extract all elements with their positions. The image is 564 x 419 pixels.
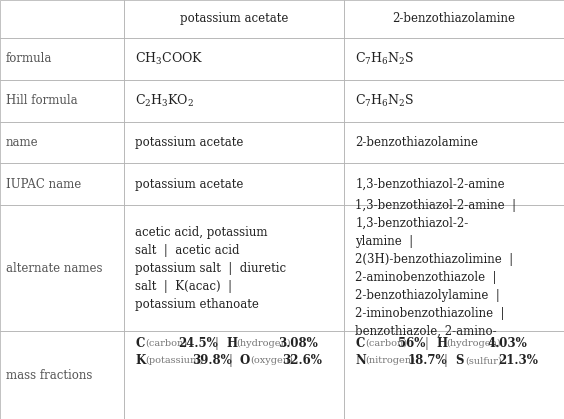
- Bar: [0, 205, 124, 331]
- Text: (nitrogen): (nitrogen): [365, 357, 415, 365]
- Text: acetic acid, potassium
salt  |  acetic acid
potassium salt  |  diuretic
salt  | : acetic acid, potassium salt | acetic aci…: [135, 226, 287, 310]
- Text: 56%: 56%: [398, 337, 426, 350]
- Text: H: H: [436, 337, 447, 350]
- Text: name: name: [6, 136, 38, 149]
- Text: IUPAC name: IUPAC name: [6, 178, 81, 191]
- Text: 3.08%: 3.08%: [278, 337, 318, 350]
- Text: C: C: [135, 337, 145, 350]
- Text: 1,3-benzothiazol-2-amine: 1,3-benzothiazol-2-amine: [355, 178, 505, 191]
- Text: (hydrogen): (hydrogen): [446, 339, 501, 348]
- Text: (carbon): (carbon): [146, 339, 188, 348]
- Bar: [124, 331, 344, 419]
- Text: Hill formula: Hill formula: [6, 94, 77, 107]
- Bar: [0, 331, 124, 419]
- Bar: [124, 0, 344, 38]
- Bar: [0, 163, 124, 205]
- Bar: [124, 122, 344, 163]
- Text: (sulfur): (sulfur): [465, 357, 502, 365]
- Bar: [124, 80, 344, 122]
- Text: N: N: [355, 354, 366, 367]
- Bar: [0, 0, 124, 38]
- Text: 32.6%: 32.6%: [283, 354, 323, 367]
- Bar: [344, 0, 564, 38]
- Bar: [0, 80, 124, 122]
- Text: $\mathregular{C_7H_6N_2S}$: $\mathregular{C_7H_6N_2S}$: [355, 51, 415, 67]
- Text: (carbon): (carbon): [365, 339, 408, 348]
- Text: 1,3-benzothiazol-2-amine  |
1,3-benzothiazol-2-
ylamine  |
2(3H)-benzothiazolimi: 1,3-benzothiazol-2-amine | 1,3-benzothia…: [355, 199, 516, 338]
- Bar: [344, 163, 564, 205]
- Text: 4.03%: 4.03%: [488, 337, 527, 350]
- Text: |: |: [228, 354, 232, 367]
- Bar: [124, 163, 344, 205]
- Text: 2-benzothiazolamine: 2-benzothiazolamine: [355, 136, 478, 149]
- Text: potassium acetate: potassium acetate: [180, 12, 288, 26]
- Bar: [344, 331, 564, 419]
- Bar: [124, 38, 344, 80]
- Bar: [124, 205, 344, 331]
- Text: C: C: [355, 337, 365, 350]
- Text: mass fractions: mass fractions: [6, 368, 92, 382]
- Text: S: S: [455, 354, 464, 367]
- Text: |: |: [444, 354, 448, 367]
- Text: $\mathregular{CH_3COOK}$: $\mathregular{CH_3COOK}$: [135, 51, 204, 67]
- Text: H: H: [226, 337, 237, 350]
- Bar: [344, 122, 564, 163]
- Text: (oxygen): (oxygen): [250, 357, 293, 365]
- Text: O: O: [240, 354, 250, 367]
- Bar: [344, 38, 564, 80]
- Text: 24.5%: 24.5%: [178, 337, 218, 350]
- Text: $\mathregular{C_2H_3KO_2}$: $\mathregular{C_2H_3KO_2}$: [135, 93, 195, 109]
- Text: K: K: [135, 354, 146, 367]
- Bar: [0, 38, 124, 80]
- Text: 18.7%: 18.7%: [407, 354, 447, 367]
- Text: 39.8%: 39.8%: [192, 354, 231, 367]
- Text: (potassium): (potassium): [146, 357, 204, 365]
- Text: $\mathregular{C_7H_6N_2S}$: $\mathregular{C_7H_6N_2S}$: [355, 93, 415, 109]
- Text: potassium acetate: potassium acetate: [135, 136, 244, 149]
- Bar: [344, 80, 564, 122]
- Text: formula: formula: [6, 52, 52, 65]
- Text: (hydrogen): (hydrogen): [236, 339, 291, 348]
- Text: |: |: [425, 337, 429, 350]
- Text: 2-benzothiazolamine: 2-benzothiazolamine: [393, 12, 515, 26]
- Text: alternate names: alternate names: [6, 261, 102, 275]
- Bar: [0, 122, 124, 163]
- Text: 21.3%: 21.3%: [498, 354, 538, 367]
- Text: potassium acetate: potassium acetate: [135, 178, 244, 191]
- Text: |: |: [215, 337, 219, 350]
- Bar: [344, 205, 564, 331]
